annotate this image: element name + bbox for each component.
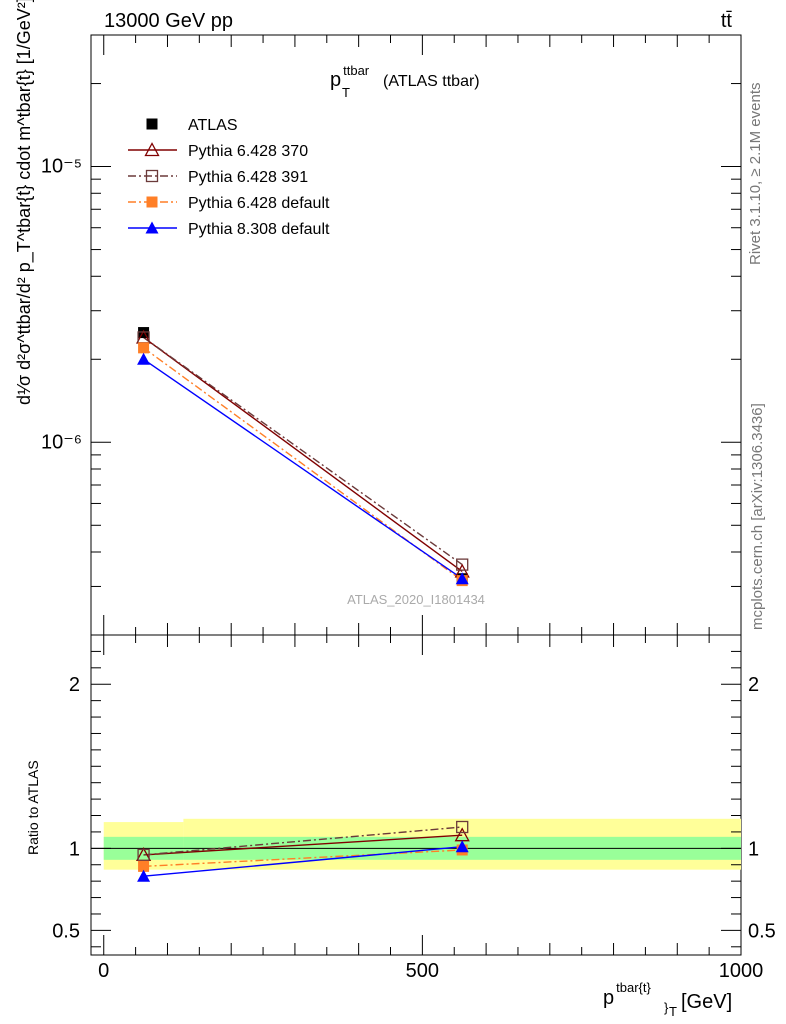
ratio-uncertainty-bands [91, 818, 741, 870]
x-tick-label: 1000 [719, 960, 764, 982]
y-axis-label-main: d¹⁄σ d²σ^ttbar/d² p_T^tbar{t} cdot m^tba… [14, 0, 35, 405]
ratio-frame [90, 634, 742, 956]
data-point-ratio [137, 848, 150, 862]
legend-marker [144, 142, 160, 157]
y-tick-label-main: 10⁻⁶ [41, 431, 82, 453]
legend-label: Pythia 8.308 default [188, 221, 330, 238]
data-point-ratio [137, 869, 151, 882]
header-left: 13000 GeV pp [104, 10, 233, 32]
legend-marker [146, 196, 158, 208]
legend-marker [145, 221, 159, 234]
rivet-label: Rivet 3.1.10, ≥ 2.1M events [747, 83, 764, 266]
series-line-main [143, 358, 463, 580]
x-axis-label: p tbar{t}}T [GeV] [603, 980, 732, 1019]
series-markers [135, 327, 470, 882]
x-tick-label: 500 [406, 960, 439, 982]
y-tick-label-ratio-right: 1 [748, 838, 759, 860]
series-line-main [143, 347, 463, 582]
legend-label: Pythia 6.428 default [188, 195, 330, 212]
x-tick-label: 0 [98, 960, 109, 982]
mcplots-label: mcplots.cern.ch [arXiv:1306.3436] [749, 403, 766, 630]
series-lines [143, 336, 463, 877]
y-tick-label-ratio: 0.5 [52, 920, 80, 942]
data-point-ratio [138, 860, 150, 872]
y-tick-label-main: 10⁻⁵ [41, 156, 82, 178]
legend-label: Pythia 6.428 370 [188, 143, 308, 160]
y-tick-label-ratio: 2 [69, 674, 80, 696]
y-tick-label-ratio-right: 2 [748, 674, 759, 696]
data-point-main [138, 342, 150, 354]
y-tick-label-ratio: 1 [69, 838, 80, 860]
legend: ATLAS Pythia 6.428 370 Pythia 6.428 391 Pyt… [128, 117, 330, 238]
series-line-ratio [143, 849, 463, 868]
series-line-ratio [143, 845, 463, 877]
legend-label: ATLAS [188, 117, 238, 134]
analysis-watermark: ATLAS_2020_I1801434 [347, 592, 485, 607]
data-point-main [455, 572, 469, 585]
data-point-ratio [455, 840, 469, 853]
plot-title: p ttbar T(ATLAS ttbar) [330, 63, 480, 100]
series-line-ratio [143, 834, 463, 856]
y-tick-label-ratio-right: 0.5 [748, 920, 776, 942]
series-line-main [143, 336, 463, 573]
header-right: tt̄ [721, 10, 733, 32]
y-axis-label-ratio: Ratio to ATLAS [25, 760, 41, 855]
axis-ticks: 10⁻⁶ 10⁻⁵ 0.5 0.5 1 1 2 2 0 500 1000 [41, 35, 776, 982]
data-point-main [137, 352, 151, 365]
series-line-main [143, 336, 463, 566]
legend-label: Pythia 6.428 391 [188, 169, 308, 186]
data-point-ratio [456, 820, 469, 834]
series-line-ratio [143, 826, 463, 856]
data-point-main [456, 558, 469, 571]
legend-marker [145, 169, 159, 183]
legend-marker [146, 118, 158, 130]
